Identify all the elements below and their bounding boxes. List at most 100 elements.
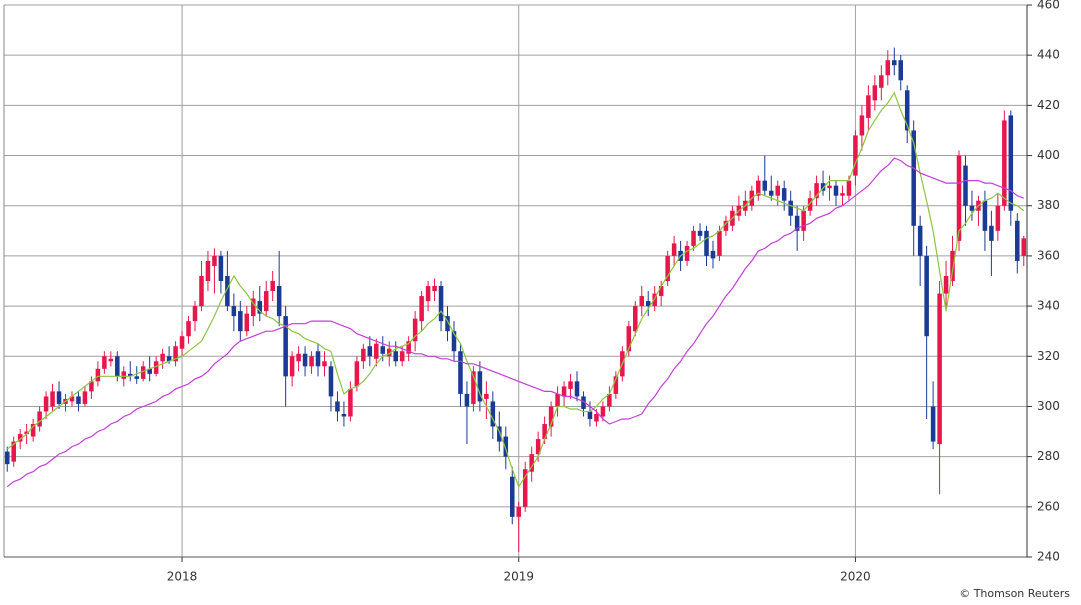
- candle-body: [95, 368, 101, 382]
- candle-body: [626, 326, 632, 352]
- candle-body: [263, 291, 269, 312]
- candle-body: [283, 316, 288, 377]
- candle-body: [24, 431, 29, 435]
- x-tick-label: 2019: [503, 570, 534, 584]
- candle-body: [904, 90, 910, 131]
- candle-body: [50, 391, 55, 407]
- candle-body: [56, 391, 62, 404]
- candle-body: [866, 95, 871, 118]
- candle-body: [840, 193, 845, 196]
- candle-body: [1015, 220, 1020, 261]
- candle-body: [879, 75, 884, 88]
- source-note: © Thomson Reuters: [959, 587, 1070, 600]
- candle-body: [820, 183, 826, 191]
- candle-body: [399, 351, 405, 362]
- moving-average-line: [6, 91, 1025, 489]
- candle-body: [127, 373, 133, 377]
- candle-body: [969, 205, 975, 211]
- candle-body: [561, 386, 567, 397]
- candle-body: [17, 434, 23, 442]
- candle-body: [995, 205, 1001, 231]
- candle-body: [212, 255, 217, 266]
- candle-body: [775, 185, 780, 196]
- candle-body: [406, 341, 411, 354]
- y-tick-label: 260: [1037, 499, 1060, 513]
- candle-body: [393, 351, 398, 362]
- candle-body: [581, 396, 586, 409]
- candle-body: [846, 180, 852, 196]
- candle-body: [30, 424, 36, 437]
- candle-body: [477, 371, 483, 402]
- candle-body: [328, 366, 334, 397]
- candle-body: [354, 361, 360, 387]
- candle-body: [192, 306, 198, 322]
- candle-body: [166, 356, 172, 362]
- candle-body: [257, 301, 263, 314]
- y-tick-label: 400: [1037, 148, 1060, 162]
- candle-body: [231, 306, 237, 317]
- candle-body: [322, 361, 327, 367]
- candle-body: [497, 426, 502, 442]
- candle-body: [950, 250, 955, 281]
- candle-body: [244, 313, 250, 332]
- candle-body: [490, 401, 496, 427]
- candle-body: [361, 348, 366, 362]
- candle-body: [69, 396, 75, 402]
- y-tick-label: 280: [1037, 449, 1060, 463]
- candle-body: [386, 348, 392, 357]
- candle-body: [335, 401, 340, 412]
- candle-body: [607, 393, 612, 407]
- x-tick-label: 2018: [167, 570, 198, 584]
- candle-body: [438, 286, 444, 322]
- candle-body: [147, 368, 152, 374]
- candle-body: [179, 336, 185, 349]
- candle-body: [665, 255, 670, 281]
- candle-body: [768, 190, 774, 196]
- candle-body: [218, 255, 224, 281]
- candle-body: [432, 286, 437, 292]
- candle-body: [471, 371, 476, 404]
- candle-body: [276, 286, 282, 317]
- candle-body: [37, 411, 42, 427]
- candle-body: [76, 396, 81, 404]
- candle-body: [833, 185, 839, 196]
- candle-body: [1008, 115, 1014, 211]
- candle-body: [930, 406, 936, 442]
- candle-body: [600, 406, 606, 417]
- candle-body: [102, 356, 107, 369]
- candle-body: [885, 60, 891, 76]
- candle-body: [639, 296, 645, 307]
- candle-body: [419, 296, 424, 322]
- candle-body: [225, 275, 230, 307]
- candle-body: [911, 130, 916, 226]
- candle-body: [11, 441, 16, 462]
- candle-body: [153, 361, 159, 374]
- candle-body: [367, 346, 373, 357]
- candle-body: [827, 185, 832, 189]
- candle-body: [108, 358, 114, 362]
- candle-body: [522, 469, 528, 507]
- candle-body: [943, 275, 949, 294]
- candle-body: [956, 155, 962, 241]
- candle-body: [484, 393, 489, 399]
- candle-body: [412, 318, 418, 342]
- candle-body: [645, 301, 651, 307]
- candle-body: [542, 424, 547, 440]
- candle-body: [348, 388, 353, 417]
- candle-body: [697, 230, 703, 236]
- x-tick-label: 2020: [840, 570, 871, 584]
- candle-body: [684, 245, 690, 261]
- moving-average-line: [6, 157, 1025, 488]
- candle-body: [704, 230, 709, 256]
- candle-body: [658, 286, 664, 297]
- candle-body: [671, 243, 677, 256]
- candle-body: [535, 439, 541, 455]
- candle-body: [723, 220, 729, 231]
- candle-body: [82, 391, 88, 404]
- candle-body: [186, 321, 191, 337]
- candle-body: [445, 316, 450, 332]
- candle-body: [289, 356, 295, 377]
- candle-body: [503, 436, 509, 457]
- candle-body: [341, 413, 347, 417]
